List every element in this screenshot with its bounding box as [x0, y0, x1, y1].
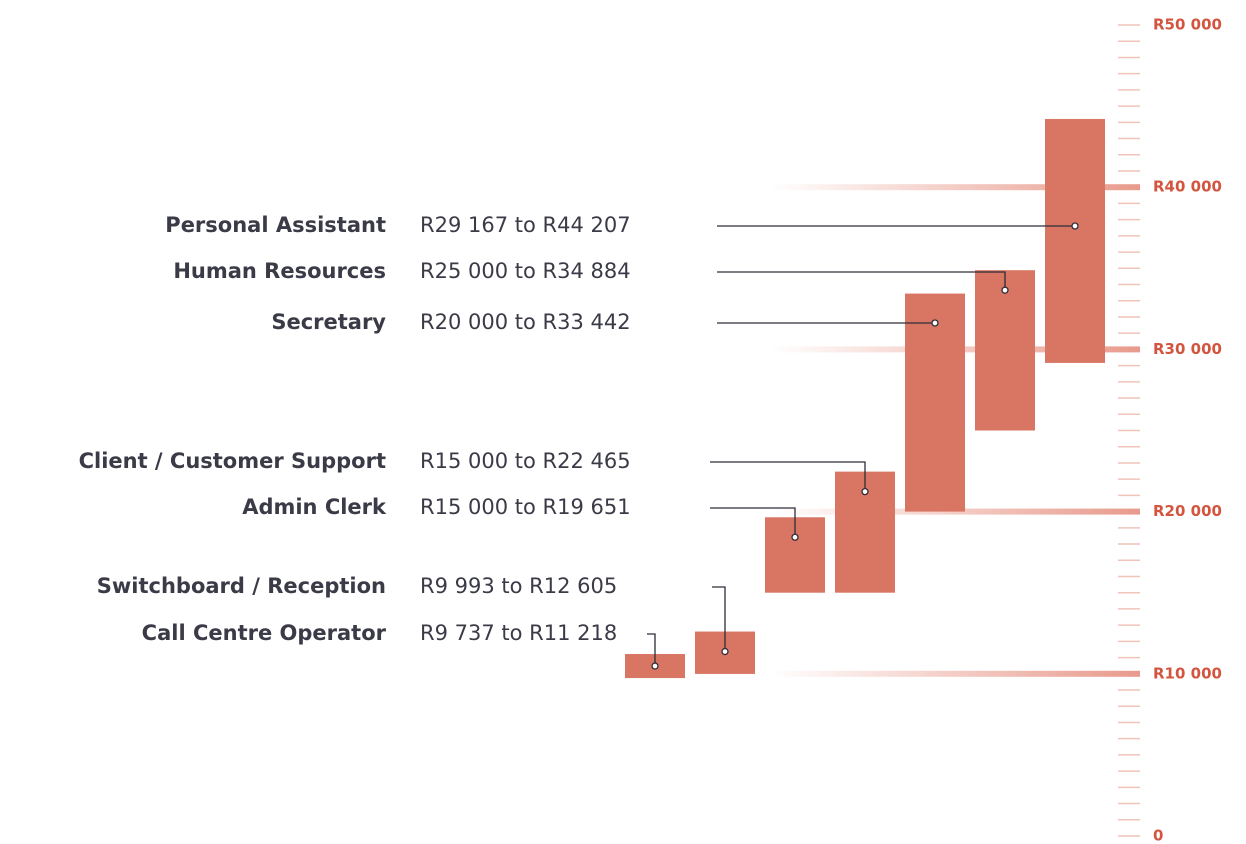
- y-tick-label: R10 000: [1153, 664, 1222, 682]
- leader-dot: [791, 533, 799, 541]
- range-label: R9 993 to R12 605: [420, 574, 617, 598]
- category-label: Switchboard / Reception: [97, 574, 386, 598]
- y-tick-label: 0: [1153, 827, 1163, 844]
- grid-line: [770, 670, 1140, 677]
- leader-dot: [1001, 286, 1009, 294]
- leader-line: [712, 586, 726, 652]
- leader-dot: [651, 662, 659, 670]
- leader-line: [710, 461, 866, 492]
- leader-dot: [861, 487, 869, 496]
- category-label: Admin Clerk: [242, 495, 387, 519]
- bar: [1045, 118, 1105, 363]
- range-label: R9 737 to R11 218: [420, 621, 617, 645]
- category-label: Personal Assistant: [165, 213, 386, 237]
- category-label: Secretary: [271, 310, 386, 334]
- leader-line: [647, 633, 656, 667]
- category-label: Call Centre Operator: [142, 621, 387, 645]
- range-label: R15 000 to R22 465: [420, 449, 631, 473]
- leader-dot: [1071, 222, 1079, 230]
- y-tick-label: R40 000: [1153, 178, 1222, 196]
- range-label: R15 000 to R19 651: [420, 495, 631, 519]
- category-label: Human Resources: [173, 259, 386, 283]
- grid-line: [770, 184, 1140, 191]
- range-label: R25 000 to R34 884: [420, 259, 631, 283]
- bar: [905, 293, 965, 512]
- leader-dot: [931, 319, 939, 327]
- y-tick-label: R30 000: [1153, 340, 1222, 358]
- y-tick-label: R20 000: [1153, 502, 1222, 520]
- range-label: R29 167 to R44 207: [420, 213, 631, 237]
- y-tick-label: R50 000: [1153, 16, 1222, 34]
- range-label: R20 000 to R33 442: [420, 310, 631, 334]
- bar: [975, 270, 1035, 431]
- leader-dot: [721, 647, 729, 656]
- leader-line: [710, 507, 796, 538]
- leader-line: [717, 271, 1006, 291]
- category-label: Client / Customer Support: [79, 449, 386, 473]
